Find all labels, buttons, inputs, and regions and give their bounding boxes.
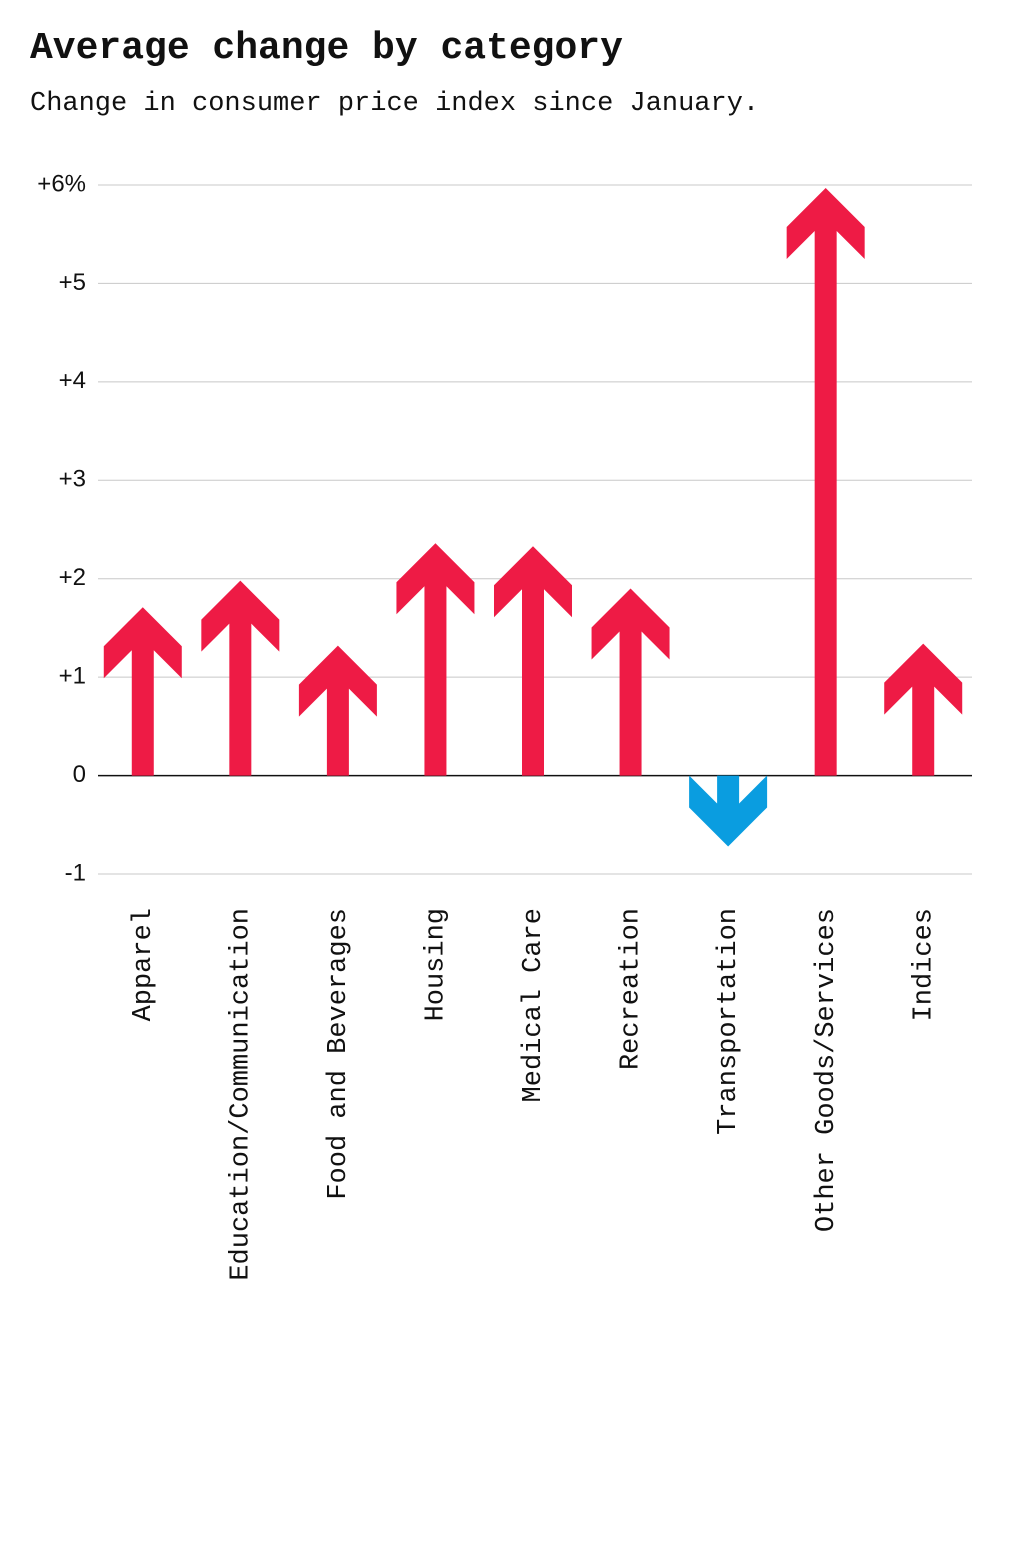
y-tick-label: +3 [59,466,86,493]
arrow [298,645,377,776]
x-tick-label: Medical Care [519,908,549,1102]
arrow [201,580,280,776]
arrow [786,187,865,776]
x-tick-label: Recreation [617,908,647,1070]
x-tick-label: Indices [909,908,939,1021]
x-tick-label: Other Goods/Services [812,908,842,1232]
arrow [591,588,670,776]
y-tick-label: +5 [59,269,86,296]
arrow [103,607,182,776]
arrow [884,643,963,776]
x-tick-label: Education/Communication [226,908,256,1281]
arrow [494,546,572,776]
chart-subtitle: Change in consumer price index since Jan… [30,89,759,119]
y-tick-label: +2 [59,564,86,591]
x-tick-label: Food and Beverages [324,908,354,1200]
arrow [396,543,475,776]
x-tick-label: Housing [422,908,452,1021]
chart-title: Average change by category [30,27,623,70]
y-tick-label: 0 [73,761,86,788]
x-tick-label: Apparel [129,908,159,1021]
y-tick-label: +6% [37,170,86,197]
y-tick-label: -1 [65,859,86,886]
y-tick-label: +4 [59,367,86,394]
x-tick-label: Transportation [714,908,744,1135]
arrow [689,775,768,847]
y-tick-label: +1 [59,662,86,689]
